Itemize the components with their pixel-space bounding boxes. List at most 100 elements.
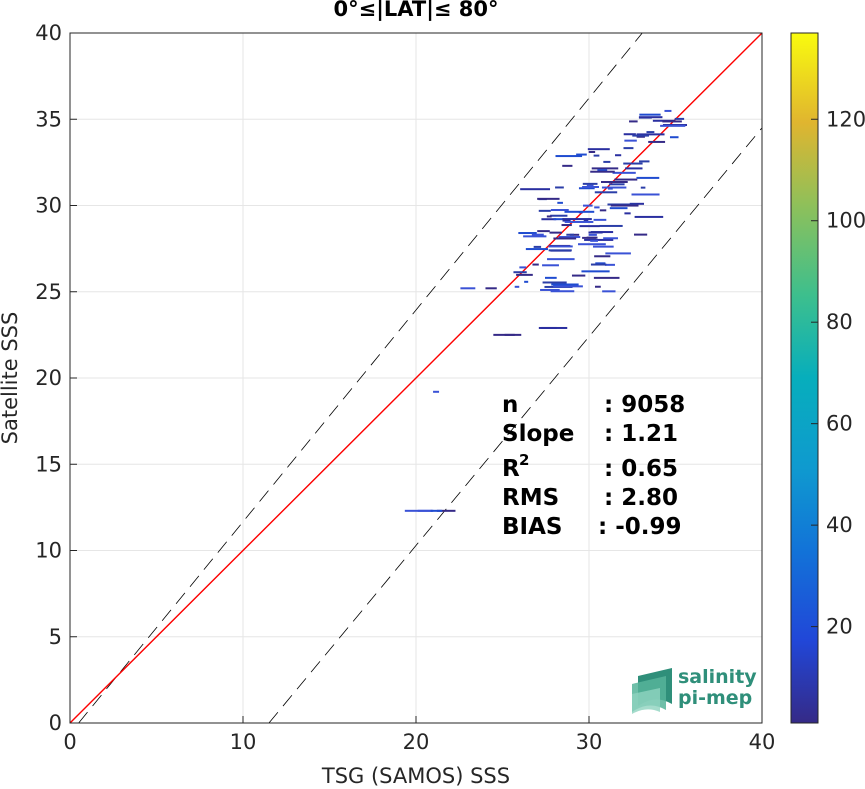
y-axis-label: Satellite SSS xyxy=(0,312,22,445)
scatter-point xyxy=(533,245,542,248)
scatter-point xyxy=(582,186,599,189)
scatter-point xyxy=(583,204,593,207)
scatter-point xyxy=(603,160,611,163)
scatter-point xyxy=(547,258,575,261)
y-tick-label: 40 xyxy=(35,21,62,45)
scatter-point xyxy=(562,218,592,221)
scatter-point xyxy=(604,263,615,266)
scatter-point xyxy=(584,238,614,241)
scatter-point xyxy=(493,333,515,336)
scatter-point xyxy=(553,218,564,221)
y-tick-label: 35 xyxy=(35,107,62,131)
y-tick-label: 10 xyxy=(35,539,62,563)
scatter-point xyxy=(608,187,613,190)
scatter-point xyxy=(631,193,660,196)
colorbar-tick-label: 40 xyxy=(826,513,853,537)
scatter-point xyxy=(433,390,440,393)
scatter-point xyxy=(562,164,573,167)
scatter-point xyxy=(646,131,655,134)
scatter-point xyxy=(586,184,594,187)
scatter-point xyxy=(519,266,527,269)
lower-bound-dashed-line xyxy=(268,127,762,723)
stat-r2-label: R xyxy=(502,456,520,482)
scatter-point xyxy=(590,239,598,242)
scatter-point xyxy=(541,326,557,329)
scatter-point xyxy=(599,224,623,227)
y-tick-label: 15 xyxy=(35,452,62,476)
scatter-point xyxy=(594,191,618,194)
x-tick-label: 40 xyxy=(749,730,776,754)
y-tick-label: 0 xyxy=(49,711,62,735)
scatter-point xyxy=(605,252,631,255)
x-tick-label: 0 xyxy=(63,730,76,754)
scatter-point xyxy=(578,243,606,246)
scatter-point xyxy=(590,263,607,266)
regression-line xyxy=(70,33,762,723)
x-tick-label: 30 xyxy=(576,730,603,754)
scatter-point xyxy=(607,203,637,206)
scatter-point xyxy=(524,280,529,283)
chart-title: 0°≤|LAT|≤ 80° xyxy=(333,0,498,22)
wave-logo-icon xyxy=(632,668,672,714)
scatter-point xyxy=(634,233,648,236)
scatter-point xyxy=(610,204,639,207)
scatter-point xyxy=(557,201,563,204)
scatter-point xyxy=(588,231,603,234)
scatter-point xyxy=(595,262,606,265)
scatter-point xyxy=(582,236,597,239)
scatter-point xyxy=(594,285,601,288)
scatter-point xyxy=(578,211,583,214)
scatter-point xyxy=(599,209,607,212)
scatter-point xyxy=(564,220,594,223)
scatter-point xyxy=(636,135,645,138)
scatter-point xyxy=(561,224,572,227)
scatter-point xyxy=(623,133,636,136)
stat-bias-value: : -0.99 xyxy=(598,514,682,540)
scatter-point xyxy=(555,155,583,158)
stat-r2-sup: 2 xyxy=(519,451,529,469)
scatter-point xyxy=(551,283,579,286)
scatter-point xyxy=(581,270,610,273)
scatter-point xyxy=(540,288,560,291)
scatter-point xyxy=(566,233,575,236)
logo-line1: salinity xyxy=(678,666,757,688)
stat-r2-value: : 0.65 xyxy=(604,456,678,482)
stat-n-value: : 9058 xyxy=(604,392,685,418)
scatter-point xyxy=(542,281,567,284)
stat-slope-value: : 1.21 xyxy=(604,421,678,447)
scatter-point xyxy=(548,245,573,248)
x-tick-label: 20 xyxy=(403,730,430,754)
scatter-point xyxy=(591,167,619,170)
y-tick-label: 5 xyxy=(49,625,62,649)
scatter-point xyxy=(662,120,682,123)
scatter-point xyxy=(632,134,649,137)
scatter-point xyxy=(660,124,686,127)
scatter-point xyxy=(550,209,569,212)
scatter-point xyxy=(639,113,661,116)
scatter-point xyxy=(636,133,665,136)
scatter-point xyxy=(576,153,587,156)
scatter-point xyxy=(582,182,598,185)
scatter-point xyxy=(516,273,533,276)
scatter-point xyxy=(629,202,645,205)
scatter-point xyxy=(674,117,685,120)
scatter-points xyxy=(404,109,688,512)
scatter-point xyxy=(549,231,562,234)
colorbar-tick-label: 120 xyxy=(826,107,865,131)
scatter-point xyxy=(602,290,616,293)
scatter-point xyxy=(537,230,550,233)
scatter-point xyxy=(639,160,650,163)
scatter-point xyxy=(523,235,547,238)
scatter-point xyxy=(550,290,575,293)
scatter-point xyxy=(588,233,597,236)
scatter-point xyxy=(538,209,551,212)
scatter-point xyxy=(593,276,620,279)
scatter-point xyxy=(590,170,615,173)
colorbar xyxy=(790,32,819,724)
scatter-point xyxy=(553,285,583,288)
scatter-point xyxy=(640,186,646,189)
scatter-point xyxy=(513,271,527,274)
scatter-point xyxy=(664,109,672,112)
scatter-point xyxy=(569,233,580,236)
